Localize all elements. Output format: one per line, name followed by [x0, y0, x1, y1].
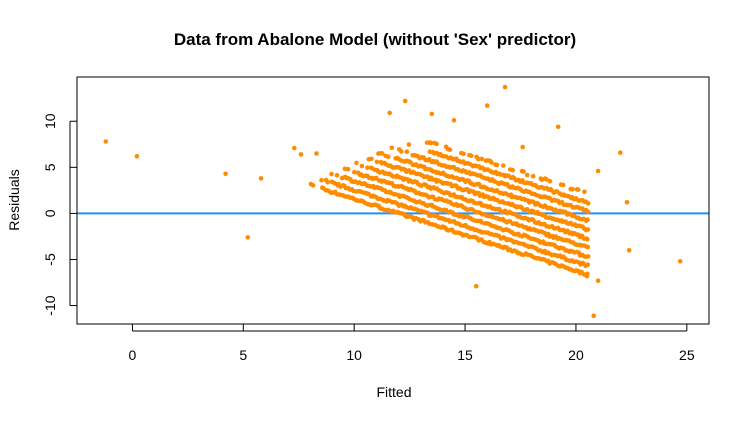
data-point: [618, 150, 623, 155]
data-point: [258, 176, 264, 181]
data-point: [501, 163, 506, 168]
data-point: [595, 168, 601, 174]
data-point: [582, 189, 587, 195]
data-point: [386, 154, 391, 159]
y-tick-label: -10: [42, 295, 58, 315]
y-axis-label: Residuals: [6, 169, 22, 231]
data-point: [429, 111, 435, 117]
x-tick-label: 25: [679, 347, 695, 363]
data-point: [570, 186, 575, 192]
x-axis: 0 5 10 15 20 25: [129, 324, 695, 363]
data-point: [585, 262, 591, 267]
x-tick-label: 15: [457, 347, 473, 363]
data-point: [530, 173, 536, 179]
data-point: [591, 313, 596, 319]
data-point: [473, 283, 479, 289]
x-tick-label: 10: [346, 347, 362, 363]
data-point: [560, 182, 566, 188]
data-point: [626, 248, 632, 253]
data-point: [434, 141, 439, 147]
data-point: [544, 177, 549, 182]
data-point: [103, 139, 109, 144]
data-point: [374, 159, 380, 165]
data-point: [359, 163, 365, 169]
x-axis-label: Fitted: [376, 384, 412, 400]
data-point: [520, 144, 525, 150]
data-point: [319, 177, 324, 183]
data-point: [484, 103, 490, 108]
x-tick-label: 0: [129, 347, 137, 363]
y-tick-label: 10: [42, 113, 58, 129]
data-point: [134, 154, 140, 159]
data-point: [325, 180, 331, 185]
data-point: [585, 227, 591, 232]
data-point: [585, 254, 591, 259]
data-point: [399, 149, 404, 154]
data-point: [476, 156, 481, 162]
data-point: [352, 169, 357, 175]
data-point: [555, 124, 561, 130]
data-point: [387, 110, 393, 116]
data-point: [584, 273, 590, 279]
x-tick-label: 20: [568, 347, 584, 363]
data-points: [103, 84, 683, 319]
data-point: [677, 259, 683, 264]
chart-title: Data from Abalone Model (without 'Sex' p…: [173, 30, 577, 49]
data-point: [334, 173, 340, 178]
y-tick-label: 5: [42, 163, 58, 171]
data-point: [329, 171, 334, 177]
data-point: [298, 152, 304, 157]
data-point: [524, 172, 530, 178]
data-point: [595, 278, 601, 284]
data-point: [479, 156, 485, 162]
data-point: [447, 147, 453, 152]
data-point: [406, 142, 412, 147]
data-point: [310, 183, 316, 188]
data-point: [354, 160, 359, 166]
x-tick-label: 5: [239, 347, 247, 363]
data-point: [314, 151, 319, 156]
data-point: [223, 171, 228, 177]
data-point: [292, 145, 297, 151]
data-point: [510, 167, 515, 173]
data-point: [624, 200, 630, 205]
data-point: [461, 151, 466, 157]
plot-frame: [76, 76, 710, 325]
data-point: [468, 153, 474, 158]
data-point: [428, 140, 434, 146]
data-point: [451, 118, 457, 123]
data-point: [575, 187, 581, 192]
data-point: [402, 98, 408, 104]
data-point: [585, 236, 590, 242]
data-point: [585, 209, 591, 215]
data-point: [585, 217, 590, 222]
data-point: [369, 156, 374, 162]
data-point: [404, 149, 410, 154]
data-point: [547, 179, 553, 184]
data-point: [365, 165, 370, 170]
data-point: [245, 235, 251, 240]
data-point: [489, 160, 494, 165]
data-point: [585, 244, 591, 250]
data-point: [379, 151, 385, 156]
data-point: [389, 145, 395, 151]
data-point: [585, 201, 591, 206]
data-point: [521, 169, 526, 174]
y-tick-label: 0: [42, 209, 58, 217]
data-point: [502, 84, 508, 90]
data-point: [345, 166, 351, 172]
y-axis: -10 -5 0 5 10: [42, 113, 77, 316]
data-point: [494, 162, 500, 168]
y-tick-label: -5: [42, 253, 58, 266]
